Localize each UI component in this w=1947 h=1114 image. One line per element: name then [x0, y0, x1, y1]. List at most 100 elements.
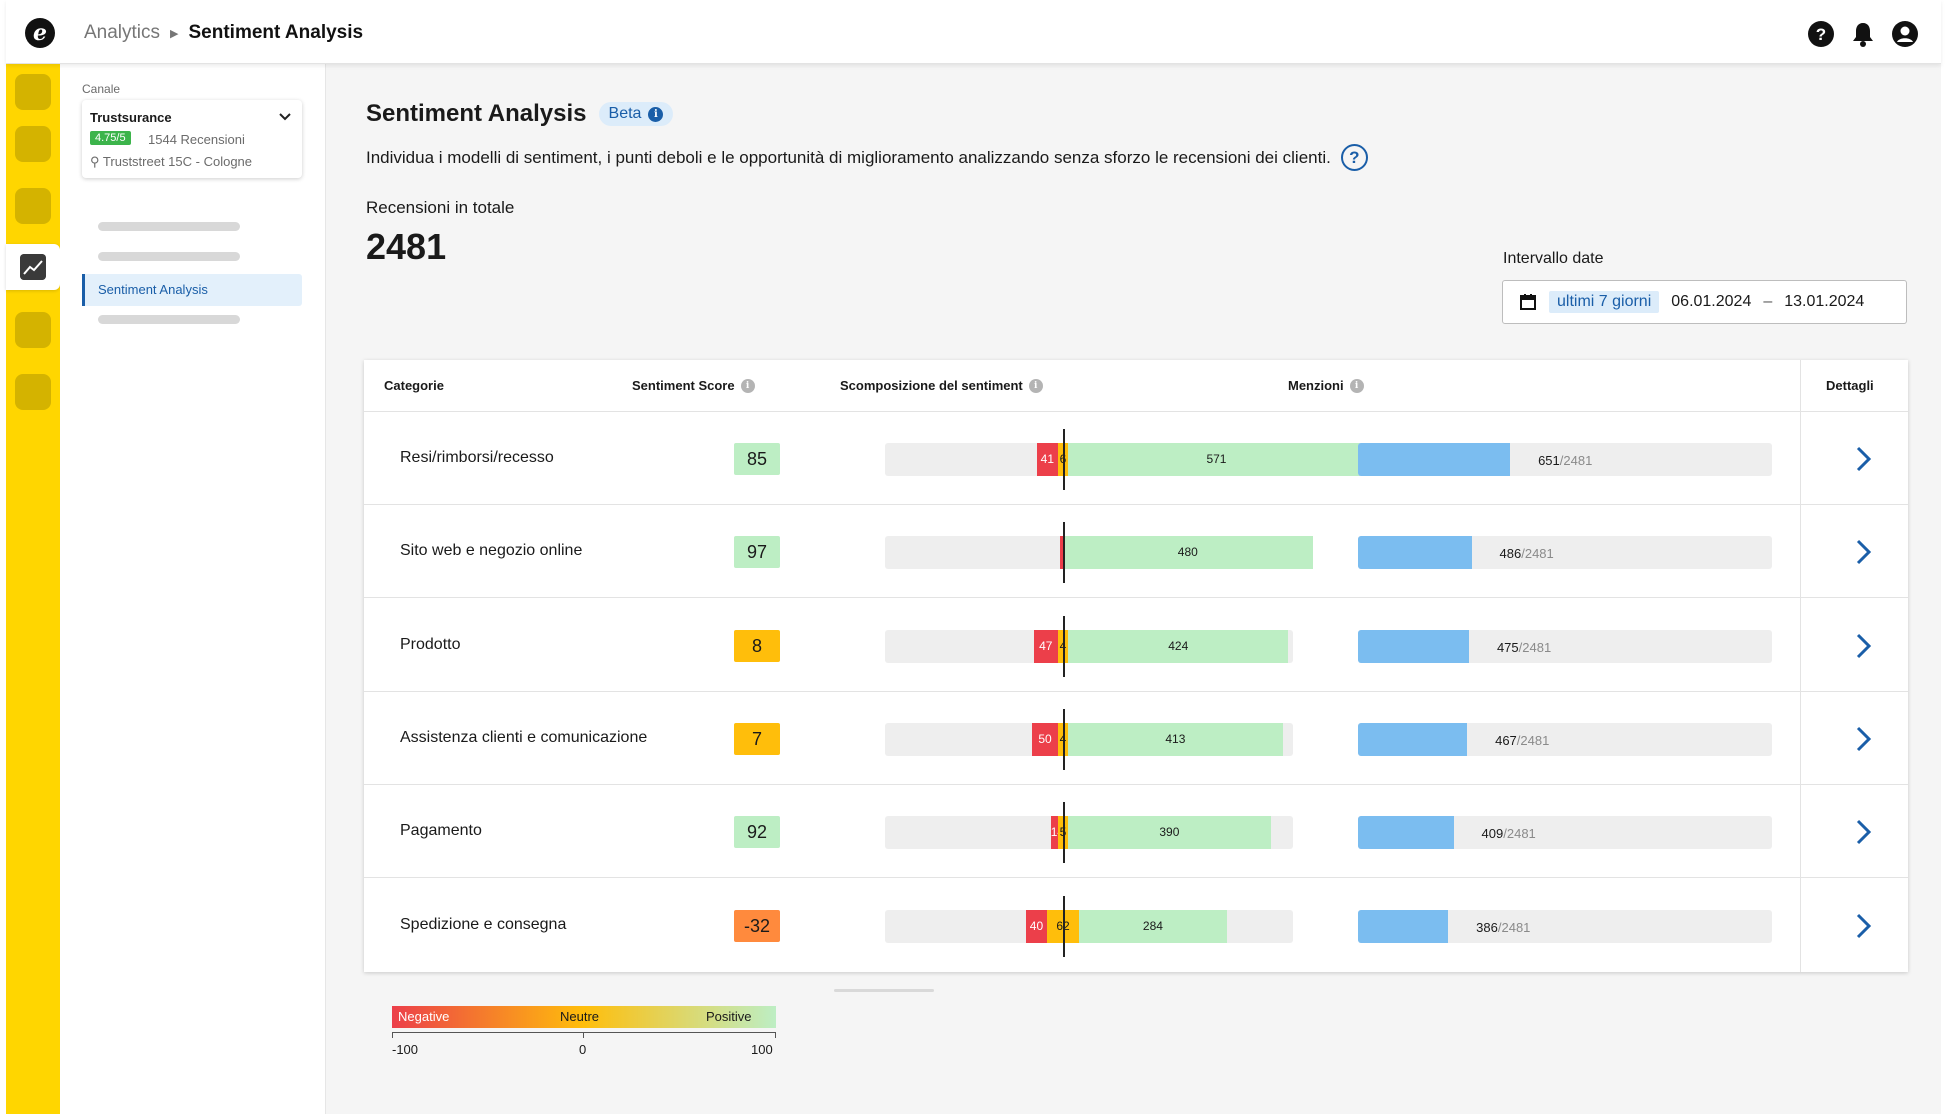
header-details-label: Dettagli [1826, 378, 1874, 393]
breadcrumb-parent[interactable]: Analytics [84, 22, 161, 43]
mentions-bar[interactable]: 467/2481 [1358, 722, 1772, 756]
rail-item-2-icon[interactable] [15, 126, 51, 162]
negative-segment[interactable]: 40 [1026, 909, 1047, 943]
negative-segment[interactable]: 50 [1032, 722, 1058, 756]
sentiment-breakdown-bar[interactable]: 504413 [885, 708, 1293, 770]
date-preset-chip[interactable]: ultimi 7 giorni [1549, 291, 1660, 313]
sentiment-breakdown-bar[interactable]: 4062284 [885, 895, 1293, 957]
chevron-right-icon[interactable] [1852, 911, 1876, 941]
help-icon[interactable]: ? [1807, 20, 1835, 48]
mentions-value: 486 [1499, 546, 1522, 562]
table-row[interactable]: Resi/rimborsi/recesso 85 416571 651/2481 [364, 412, 1908, 505]
mentions-bar[interactable]: 651/2481 [1358, 443, 1772, 476]
mentions-bar[interactable]: 475/2481 [1358, 629, 1772, 663]
breadcrumb-separator-icon: ▶ [170, 27, 179, 40]
sentiment-breakdown-bar[interactable]: 145390 [885, 802, 1293, 864]
negative-segment[interactable]: 47 [1033, 629, 1058, 663]
positive-segment[interactable]: 571 [1068, 443, 1365, 476]
positive-segment[interactable]: 413 [1068, 722, 1283, 756]
channel-reviews: 1544 Recensioni [148, 132, 245, 147]
mentions-fill [1358, 722, 1468, 756]
chevron-right-icon[interactable] [1852, 537, 1876, 567]
header-score: Sentiment Score i [632, 378, 755, 393]
info-icon[interactable]: i [740, 378, 755, 393]
negative-segment[interactable] [1060, 536, 1063, 570]
header-categories: Categorie [384, 378, 444, 393]
total-reviews-value: 2481 [366, 226, 447, 267]
info-icon[interactable]: i [1349, 378, 1364, 393]
mentions-value: 651 [1538, 453, 1560, 468]
page-subtitle-text: Individua i modelli di sentiment, i punt… [366, 147, 1331, 167]
table-row[interactable]: Sito web e negozio online 97 480 486/2481 [364, 505, 1908, 599]
channel-label: Canale [82, 82, 121, 96]
category-name: Sito web e negozio online [400, 542, 583, 560]
nav-item-sentiment-analysis[interactable]: Sentiment Analysis [82, 274, 302, 306]
mentions-count: 409/2481 [1482, 826, 1536, 841]
sentiment-score-badge: -32 [734, 909, 780, 942]
date-separator: – [1763, 293, 1773, 310]
chevron-right-icon[interactable] [1852, 444, 1876, 474]
analytics-chart-icon [20, 254, 46, 280]
sentiment-score-badge: 85 [734, 443, 780, 475]
positive-segment[interactable]: 390 [1068, 816, 1271, 850]
question-circle-icon[interactable]: ? [1340, 144, 1368, 171]
neutral-segment[interactable]: 62 [1046, 909, 1080, 943]
table-row[interactable]: Prodotto 8 474424 475/2481 [364, 599, 1908, 692]
legend-tick [392, 1032, 393, 1038]
positive-segment[interactable]: 480 [1063, 536, 1313, 570]
table-row[interactable]: Assistenza clienti e comunicazione 7 50441… [364, 692, 1908, 785]
mentions-fill [1358, 536, 1472, 570]
date-to[interactable]: 13.01.2024 [1784, 293, 1865, 310]
mentions-bar[interactable]: 386/2481 [1358, 909, 1772, 943]
nav-placeholder-1[interactable] [98, 222, 240, 231]
horizontal-scrollbar[interactable] [834, 989, 934, 992]
bell-icon[interactable] [1849, 20, 1877, 48]
sentiment-breakdown-bar[interactable]: 474424 [885, 615, 1293, 677]
user-icon[interactable] [1891, 20, 1919, 48]
date-range-picker[interactable]: ultimi 7 giorni 06.01.2024 – 13.01.2024 [1502, 280, 1907, 324]
app-logo[interactable]: e [25, 18, 55, 48]
beta-badge[interactable]: Beta i [598, 102, 674, 126]
chevron-right-icon[interactable] [1852, 724, 1876, 754]
info-icon[interactable]: i [1028, 378, 1043, 393]
rail-item-6-icon[interactable] [15, 374, 51, 410]
page-title: Sentiment Analysis Beta i [366, 100, 674, 128]
legend-max: 100 [751, 1042, 773, 1057]
rail-item-3-icon[interactable] [15, 188, 51, 224]
sentiment-breakdown-bar[interactable]: 480 [885, 522, 1313, 584]
category-name: Assistenza clienti e comunicazione [400, 728, 648, 746]
sentiment-legend: Negative Neutre Positive -100 0 100 [392, 1006, 776, 1106]
total-reviews-label: Recensioni in totale [366, 198, 515, 217]
chevron-right-icon[interactable] [1852, 817, 1876, 847]
rail-item-1-icon[interactable] [15, 74, 51, 110]
header-breakdown-label: Scomposizione del sentiment [840, 378, 1023, 393]
breadcrumb-current: Sentiment Analysis [188, 22, 364, 43]
positive-segment[interactable]: 424 [1068, 629, 1289, 663]
header-details: Dettagli [1826, 378, 1874, 393]
zero-line [1063, 615, 1065, 677]
sentiment-breakdown-bar[interactable]: 416571 [885, 429, 1365, 490]
legend-axis [392, 1032, 776, 1033]
positive-segment[interactable]: 284 [1079, 909, 1227, 943]
chevron-right-icon[interactable] [1852, 631, 1876, 661]
legend-negative: Negative [398, 1009, 450, 1024]
rail-item-5-icon[interactable] [15, 312, 51, 348]
chevron-down-icon[interactable] [278, 110, 292, 124]
mentions-total: /2481 [1516, 732, 1550, 748]
mentions-count: 486/2481 [1500, 546, 1554, 561]
zero-line [1063, 708, 1065, 770]
date-from[interactable]: 06.01.2024 [1671, 293, 1752, 310]
table-row[interactable]: Pagamento 92 145390 409/2481 [364, 785, 1908, 879]
top-bar: e Analytics ▶ Sentiment Analysis ? [6, 0, 1941, 64]
legend-neutral: Neutre [560, 1009, 600, 1024]
mentions-bar[interactable]: 486/2481 [1358, 536, 1772, 570]
table-row[interactable]: Spedizione e consegna -32 4062284 386/2481 [364, 879, 1908, 972]
negative-segment[interactable]: 14 [1050, 816, 1058, 850]
sentiment-table: Categorie Sentiment Score i Scomposizione… [364, 360, 1908, 972]
mentions-bar[interactable]: 409/2481 [1358, 816, 1772, 850]
rail-item-analytics[interactable] [6, 244, 60, 290]
channel-selector[interactable]: Trustsurance 4.75/5 1544 Recensioni ⚲ Tr… [82, 100, 302, 178]
negative-segment[interactable]: 41 [1036, 443, 1058, 476]
nav-placeholder-2[interactable] [98, 252, 240, 261]
nav-placeholder-3[interactable] [98, 315, 240, 324]
